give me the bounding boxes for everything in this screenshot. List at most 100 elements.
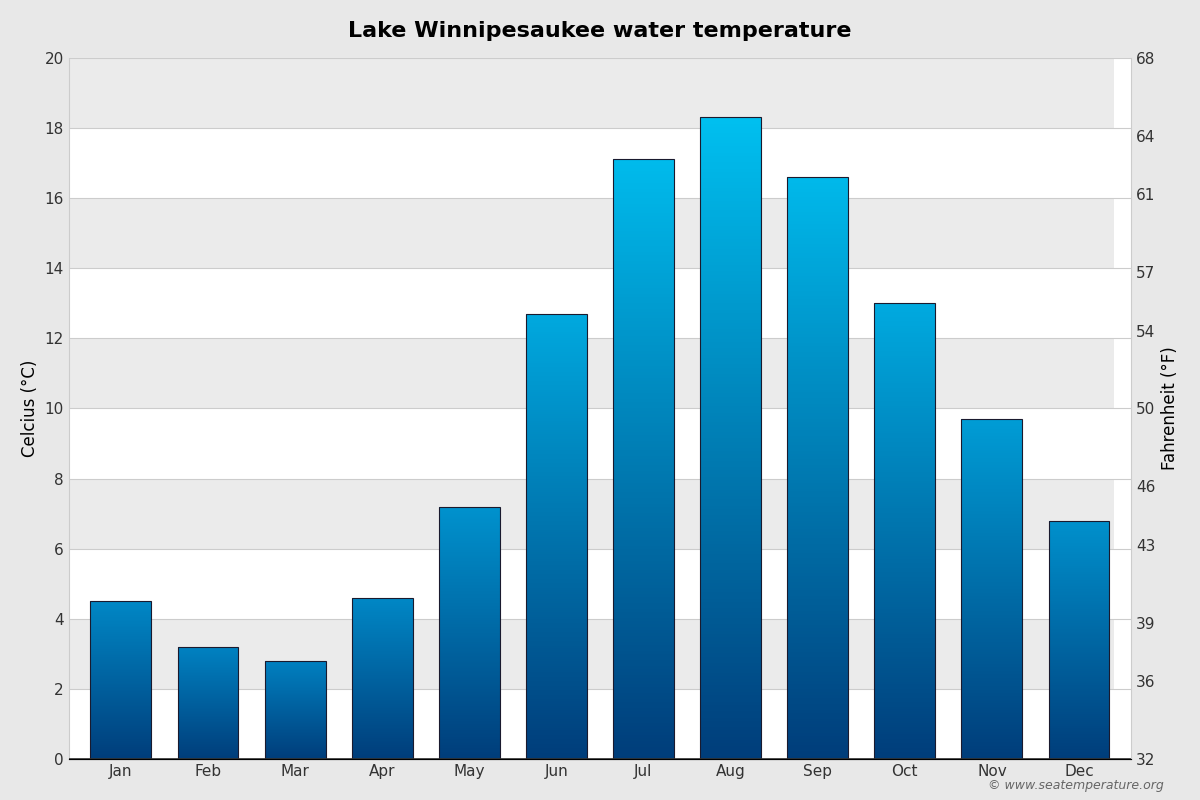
Bar	[700, 322, 761, 326]
Bar	[439, 753, 499, 754]
Bar	[961, 722, 1022, 723]
Bar	[352, 683, 413, 684]
Bar	[700, 541, 761, 544]
Bar	[352, 603, 413, 604]
Bar	[352, 689, 413, 690]
Bar	[700, 695, 761, 698]
Bar	[439, 596, 499, 598]
Bar	[961, 472, 1022, 474]
Bar	[613, 466, 674, 468]
Bar	[526, 563, 587, 566]
Bar	[875, 333, 935, 335]
Bar	[68, 478, 1114, 549]
Bar	[1049, 542, 1110, 543]
Bar	[352, 622, 413, 623]
Bar	[439, 584, 499, 585]
Bar	[787, 177, 848, 180]
Bar	[961, 430, 1022, 431]
Bar	[787, 290, 848, 294]
Bar	[700, 474, 761, 477]
Bar	[439, 635, 499, 637]
Bar	[352, 711, 413, 712]
Bar	[1049, 667, 1110, 669]
Bar	[613, 702, 674, 706]
Bar	[526, 632, 587, 634]
Bar	[526, 423, 587, 425]
Bar	[875, 618, 935, 620]
Bar	[787, 736, 848, 739]
Bar	[526, 746, 587, 748]
Bar	[700, 390, 761, 394]
Bar	[526, 537, 587, 538]
Bar	[787, 232, 848, 235]
Bar	[352, 646, 413, 647]
Bar	[352, 708, 413, 709]
Bar	[1049, 713, 1110, 714]
Bar	[1049, 751, 1110, 752]
Bar	[700, 355, 761, 358]
Bar	[352, 660, 413, 661]
Bar	[439, 574, 499, 575]
Bar	[613, 708, 674, 711]
Bar	[700, 730, 761, 734]
Bar	[875, 698, 935, 700]
Bar	[787, 270, 848, 273]
Bar	[961, 519, 1022, 521]
Bar	[961, 599, 1022, 601]
Bar	[700, 702, 761, 705]
Bar	[613, 750, 674, 754]
Bar	[875, 458, 935, 461]
Bar	[526, 561, 587, 563]
Bar	[961, 584, 1022, 586]
Bar	[875, 403, 935, 406]
Bar	[787, 264, 848, 267]
Bar	[961, 635, 1022, 637]
Bar	[700, 268, 761, 271]
Bar	[787, 352, 848, 354]
Bar	[787, 468, 848, 471]
Bar	[1049, 590, 1110, 591]
Bar	[787, 756, 848, 759]
Bar	[526, 532, 587, 534]
Bar	[787, 328, 848, 331]
Bar	[613, 318, 674, 322]
Bar	[787, 564, 848, 567]
Bar	[526, 432, 587, 434]
Bar	[526, 733, 587, 735]
Bar	[1049, 523, 1110, 524]
Bar	[352, 650, 413, 651]
Bar	[787, 430, 848, 433]
Bar	[1049, 626, 1110, 627]
Bar	[439, 599, 499, 600]
Bar	[1049, 721, 1110, 722]
Bar	[613, 471, 674, 474]
Bar	[1049, 531, 1110, 533]
Bar	[961, 647, 1022, 649]
Bar	[613, 258, 674, 262]
Bar	[439, 671, 499, 672]
Bar	[1049, 572, 1110, 574]
Bar	[439, 602, 499, 604]
Bar	[613, 183, 674, 186]
Bar	[875, 625, 935, 627]
Bar	[700, 352, 761, 355]
Bar	[439, 561, 499, 562]
Bar	[526, 503, 587, 506]
Bar	[1049, 597, 1110, 598]
Bar	[352, 699, 413, 701]
Bar	[700, 550, 761, 554]
Bar	[875, 604, 935, 606]
Bar	[613, 718, 674, 720]
Bar	[700, 381, 761, 384]
Bar	[1049, 552, 1110, 553]
Bar	[875, 349, 935, 351]
Bar	[526, 735, 587, 737]
Bar	[439, 569, 499, 570]
Bar	[961, 586, 1022, 587]
Bar	[961, 567, 1022, 569]
Bar	[700, 384, 761, 387]
Bar	[787, 614, 848, 617]
Bar	[961, 555, 1022, 557]
Bar	[700, 582, 761, 586]
Bar	[526, 714, 587, 717]
